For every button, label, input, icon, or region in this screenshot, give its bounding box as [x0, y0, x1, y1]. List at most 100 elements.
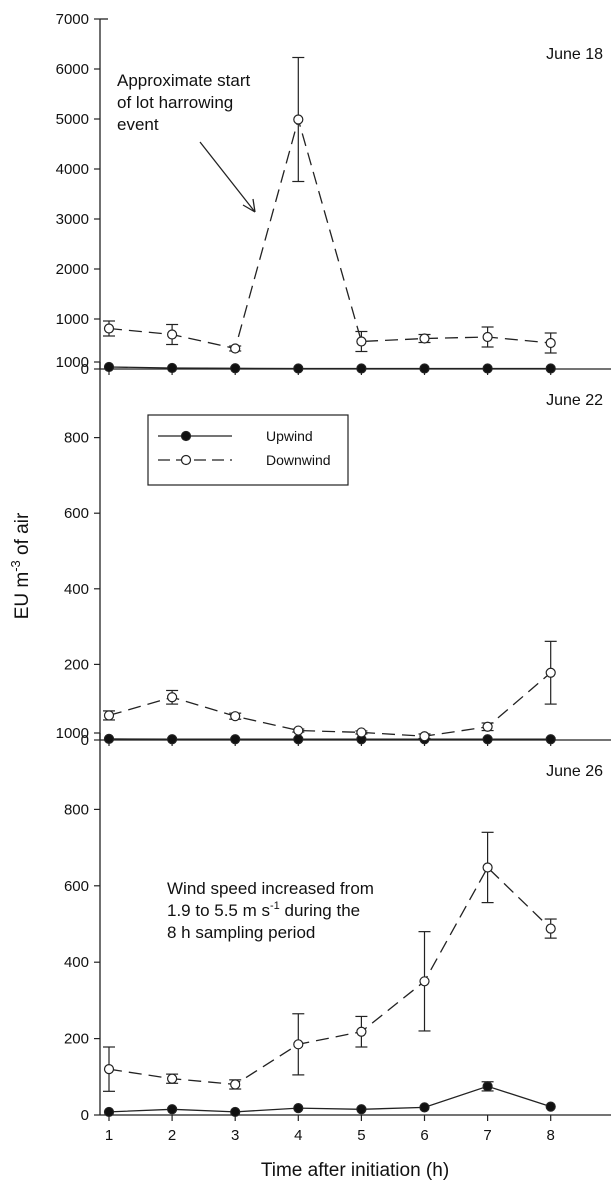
y-tick-label: 4000	[56, 161, 89, 178]
legend-marker	[180, 430, 192, 442]
downwind-line	[108, 672, 552, 737]
x-tick-label: 7	[483, 1127, 491, 1144]
legend-label: Upwind	[266, 428, 313, 444]
downwind-point	[293, 1039, 304, 1050]
upwind-line	[108, 1085, 551, 1113]
upwind-point	[230, 1106, 241, 1118]
upwind-point	[482, 363, 493, 374]
annotation-line: Wind speed increased from	[167, 879, 374, 898]
panel-2: 0 200 400 600 800 1000 June 26 Wind speed incre…	[56, 725, 611, 1124]
upwind-point	[167, 734, 178, 745]
annotation-line: of lot harrowing	[117, 93, 233, 112]
upwind-point	[167, 1104, 178, 1115]
downwind-point	[103, 1064, 115, 1075]
panel-label: June 26	[546, 763, 603, 780]
y-tick-label: 7000	[56, 11, 89, 28]
y-tick-label: 0	[81, 1107, 89, 1124]
downwind-point	[545, 923, 556, 934]
x-axis-title: Time after initiation (h)	[261, 1160, 449, 1181]
downwind-point	[103, 710, 115, 721]
downwind-point	[419, 333, 430, 344]
upwind-point	[230, 363, 241, 374]
upwind-point	[545, 363, 556, 374]
upwind-point	[103, 361, 115, 373]
downwind-point	[419, 976, 430, 987]
x-tick-label: 3	[231, 1127, 239, 1144]
y-tick-label: 5000	[56, 111, 89, 128]
y-tick-label: 3000	[56, 211, 89, 228]
y-tick-label: 1000	[56, 311, 89, 328]
downwind-point	[356, 1026, 367, 1037]
y-tick-label: 200	[64, 1031, 89, 1048]
y-tick-label: 600	[64, 505, 89, 522]
downwind-point	[482, 721, 493, 732]
upwind-point	[167, 362, 178, 374]
y-tick-label: 400	[64, 581, 89, 598]
upwind-point	[419, 1102, 430, 1113]
upwind-point	[293, 363, 304, 374]
y-tick-label: 2000	[56, 261, 89, 278]
legend: Upwind Downwind	[147, 414, 349, 486]
y-tick-label: 400	[64, 954, 89, 971]
upwind-point	[293, 734, 304, 745]
downwind-point	[482, 331, 493, 343]
downwind-point	[293, 114, 304, 125]
upwind-point	[356, 1104, 367, 1115]
annotation-line: 1.9 to 5.5 m s-1 during the	[167, 900, 360, 920]
x-tick-label: 2	[168, 1127, 176, 1144]
upwind-point	[103, 733, 115, 744]
downwind-point	[545, 667, 556, 678]
x-tick-label: 1	[105, 1127, 113, 1144]
upwind-point	[230, 734, 241, 745]
downwind-point	[482, 862, 493, 873]
y-tick-label: 200	[64, 656, 89, 673]
legend-box	[147, 414, 349, 486]
x-tick-label: 4	[294, 1127, 302, 1144]
upwind-point	[293, 1103, 304, 1114]
upwind-point	[545, 734, 556, 745]
downwind-point	[167, 1073, 178, 1084]
panel-1: 0 200 400 600 800 1000 June 22	[56, 354, 611, 749]
y-tick-label: 1000	[56, 354, 89, 371]
annotation-line: event	[117, 115, 159, 134]
y-tick-label: 0	[81, 732, 89, 749]
panel-label: June 22	[546, 392, 603, 409]
x-tick-label: 8	[547, 1127, 555, 1144]
x-tick-label: 5	[357, 1127, 365, 1144]
annotation-line: 8 h sampling period	[167, 923, 315, 942]
upwind-point	[545, 1101, 556, 1112]
downwind-point	[103, 323, 115, 334]
legend-marker	[180, 454, 192, 466]
downwind-point	[293, 725, 304, 736]
upwind-line	[108, 366, 551, 370]
downwind-point	[230, 1079, 241, 1090]
upwind-point	[356, 363, 367, 374]
upwind-point	[482, 1081, 493, 1092]
y-axis-title: EU m-3 of air	[8, 512, 33, 619]
annotation-line: Approximate start	[117, 71, 250, 90]
panel-label: June 18	[546, 46, 603, 63]
y-tick-label: 800	[64, 801, 89, 818]
annotation-arrowhead	[242, 198, 256, 213]
downwind-point	[230, 343, 241, 354]
downwind-point	[167, 692, 178, 703]
downwind-point	[545, 337, 556, 349]
annotation-arrow	[199, 141, 256, 213]
downwind-point	[356, 727, 367, 738]
upwind-point	[482, 734, 493, 745]
upwind-point	[419, 363, 430, 374]
downwind-line	[108, 117, 551, 350]
upwind-point	[103, 1106, 115, 1118]
downwind-point	[167, 329, 178, 340]
y-tick-label: 1000	[56, 725, 89, 742]
downwind-point	[230, 711, 241, 722]
downwind-point	[419, 731, 430, 742]
downwind-point	[356, 336, 367, 347]
y-tick-label: 0	[81, 361, 89, 378]
legend-label: Downwind	[266, 452, 331, 468]
y-tick-label: 600	[64, 878, 89, 895]
x-tick-label: 6	[420, 1127, 428, 1144]
y-tick-label: 6000	[56, 61, 89, 78]
